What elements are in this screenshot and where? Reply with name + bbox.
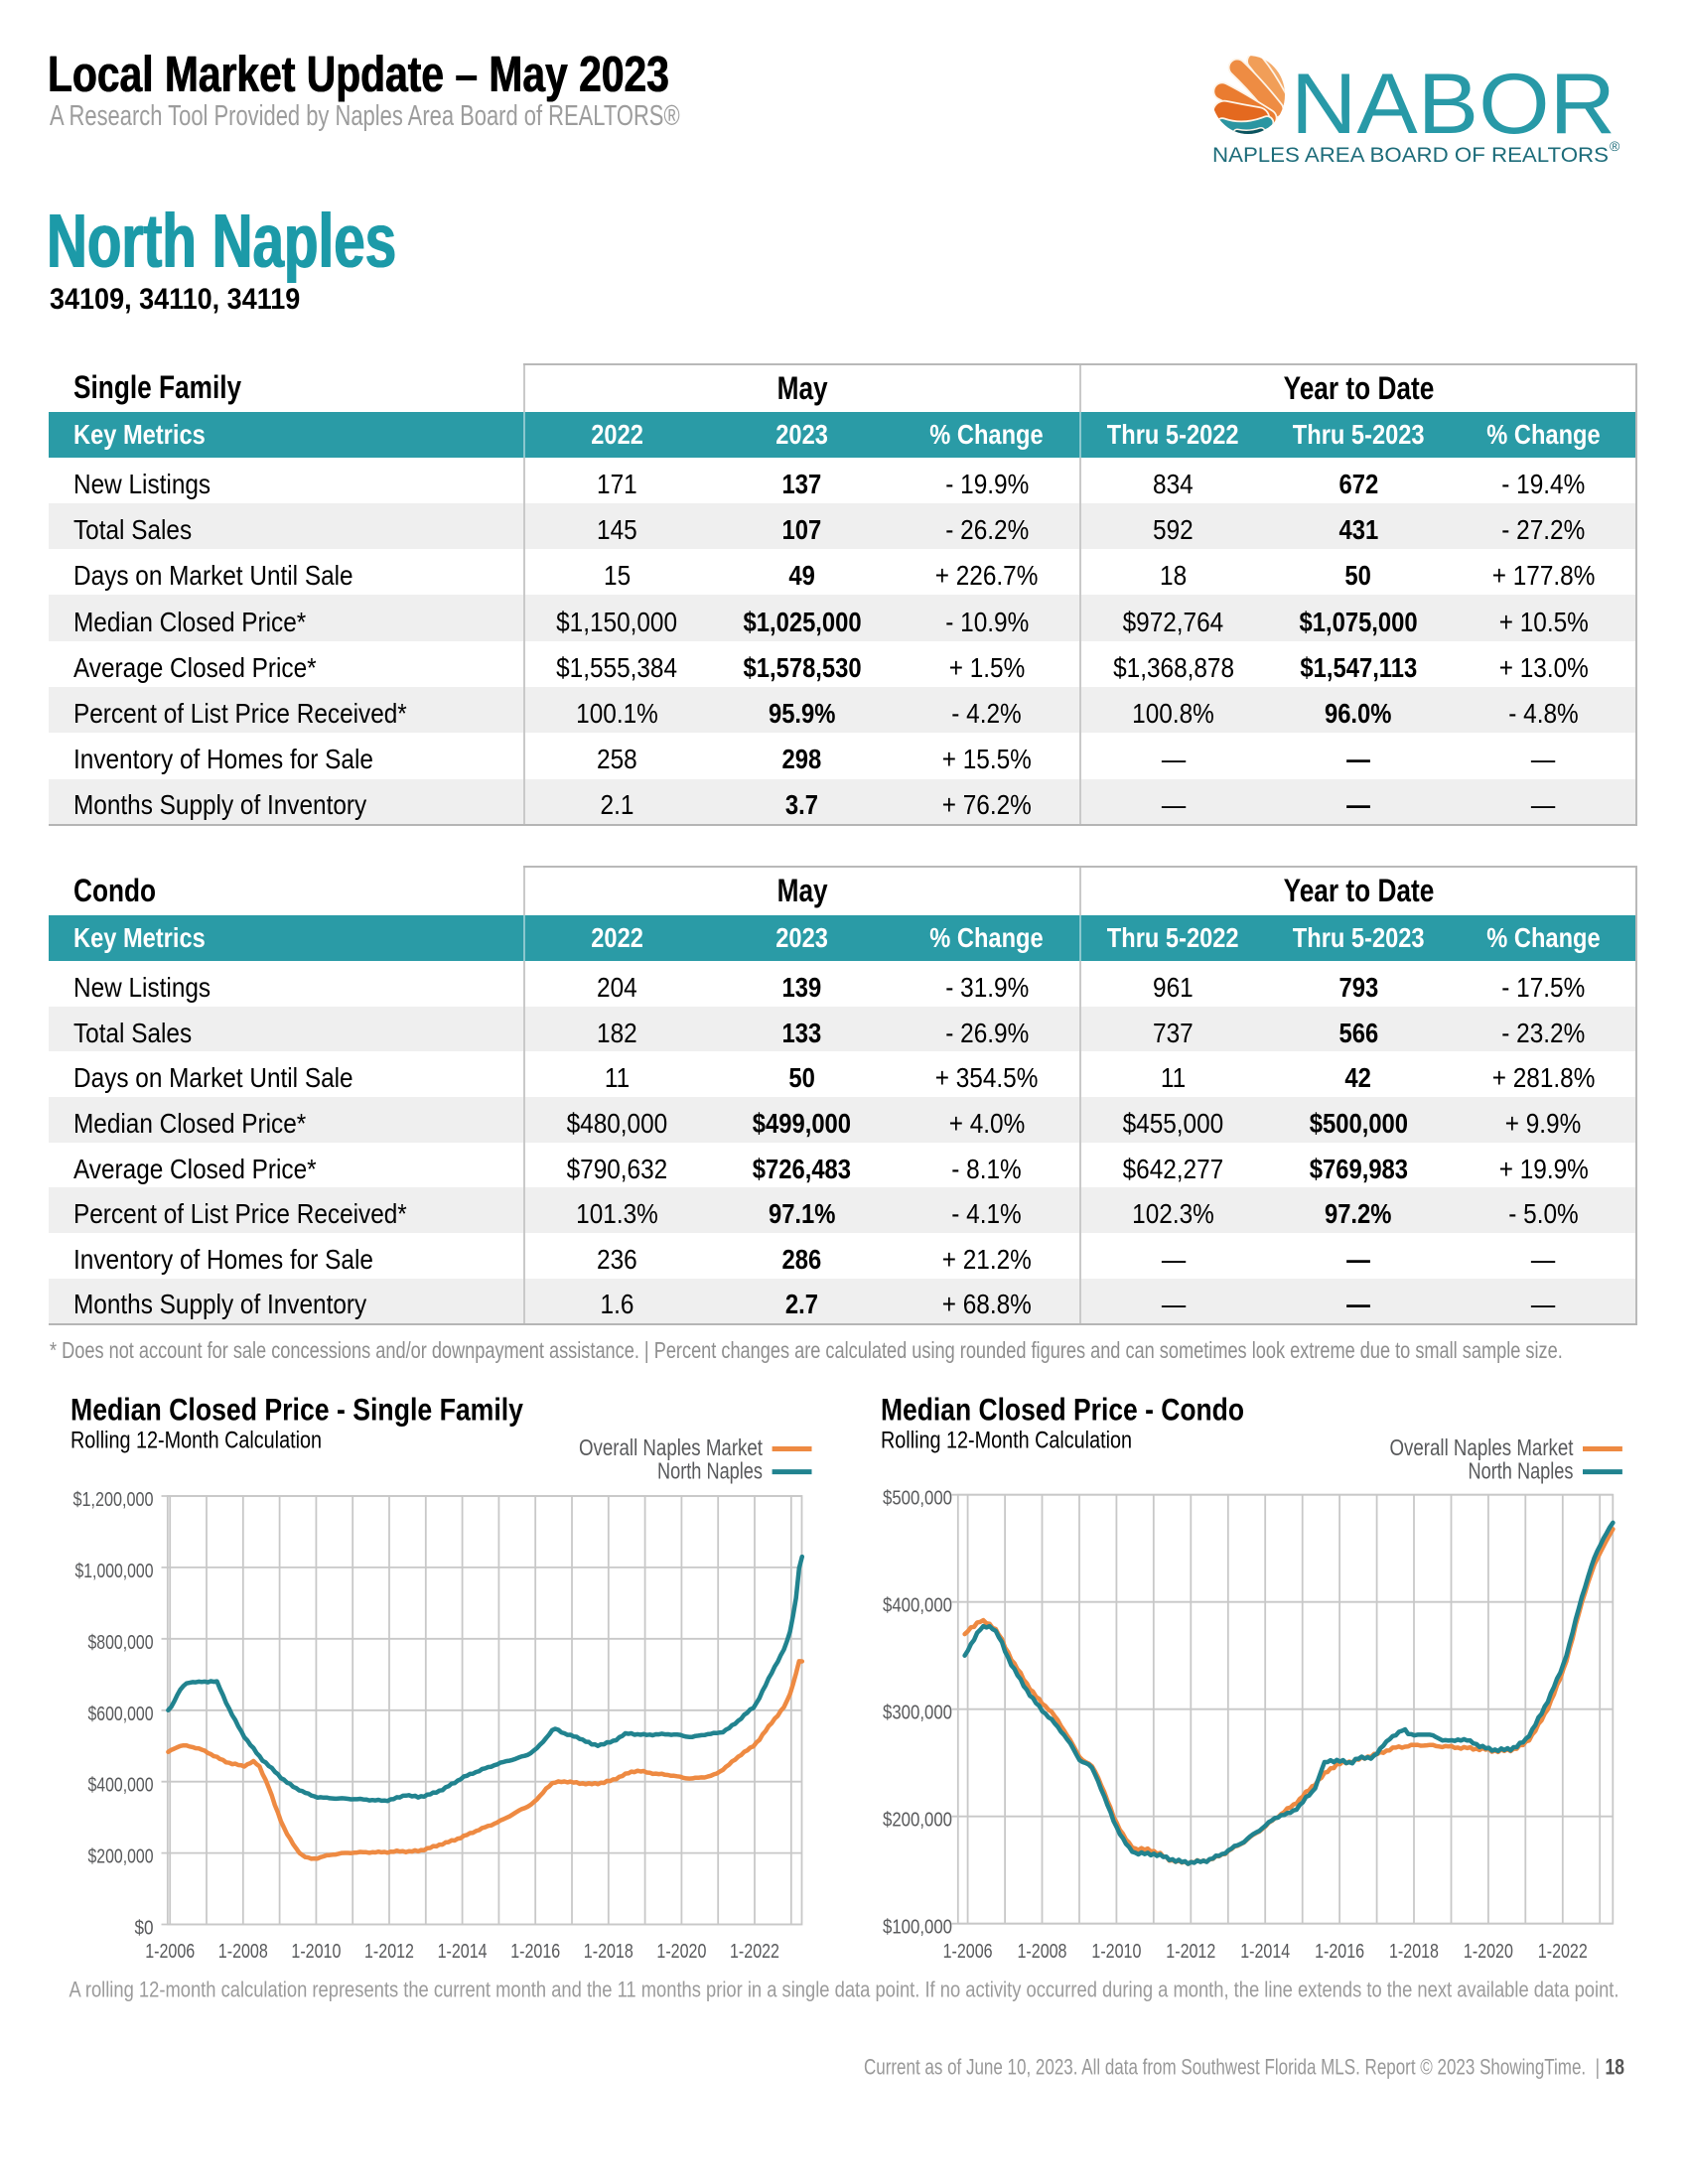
svg-text:Overall Naples Market: Overall Naples Market bbox=[579, 1434, 763, 1460]
svg-text:Current as of June 10, 2023. A: Current as of June 10, 2023. All data fr… bbox=[864, 2055, 1600, 2080]
svg-text:1-2006: 1-2006 bbox=[145, 1940, 195, 1963]
svg-text:1-2014: 1-2014 bbox=[438, 1940, 488, 1963]
svg-text:1-2012: 1-2012 bbox=[364, 1940, 414, 1963]
svg-text:1-2016: 1-2016 bbox=[510, 1940, 560, 1963]
svg-text:$200,000: $200,000 bbox=[883, 1809, 952, 1832]
svg-text:$500,000: $500,000 bbox=[883, 1487, 952, 1510]
svg-text:$800,000: $800,000 bbox=[88, 1631, 154, 1654]
svg-text:1-2016: 1-2016 bbox=[1315, 1940, 1364, 1963]
svg-text:$1,200,000: $1,200,000 bbox=[73, 1488, 154, 1511]
svg-text:$0: $0 bbox=[135, 1917, 154, 1940]
svg-text:$300,000: $300,000 bbox=[883, 1702, 952, 1724]
svg-text:1-2012: 1-2012 bbox=[1166, 1940, 1215, 1963]
svg-text:1-2020: 1-2020 bbox=[656, 1940, 706, 1963]
svg-text:A rolling 12-month calculation: A rolling 12-month calculation represent… bbox=[70, 1978, 1619, 2002]
svg-text:Median Closed Price - Single F: Median Closed Price - Single Family bbox=[70, 1392, 523, 1428]
svg-text:Overall Naples Market: Overall Naples Market bbox=[1390, 1434, 1574, 1460]
svg-text:®: ® bbox=[1610, 138, 1620, 154]
svg-text:1-2022: 1-2022 bbox=[1538, 1940, 1588, 1963]
svg-text:North Naples: North Naples bbox=[1469, 1458, 1574, 1484]
svg-text:1-2022: 1-2022 bbox=[730, 1940, 779, 1963]
svg-text:1-2018: 1-2018 bbox=[1389, 1940, 1439, 1963]
svg-text:Median Closed Price - Condo: Median Closed Price - Condo bbox=[881, 1392, 1244, 1428]
svg-text:North Naples: North Naples bbox=[657, 1458, 763, 1484]
svg-text:1-2014: 1-2014 bbox=[1240, 1940, 1290, 1963]
svg-text:$100,000: $100,000 bbox=[883, 1916, 952, 1939]
svg-text:Rolling 12-Month Calculation: Rolling 12-Month Calculation bbox=[881, 1428, 1132, 1454]
svg-text:1-2006: 1-2006 bbox=[943, 1940, 993, 1963]
svg-text:1-2020: 1-2020 bbox=[1464, 1940, 1513, 1963]
svg-text:$600,000: $600,000 bbox=[88, 1703, 154, 1725]
svg-text:$1,000,000: $1,000,000 bbox=[75, 1560, 154, 1582]
svg-text:1-2018: 1-2018 bbox=[584, 1940, 633, 1963]
svg-text:1-2010: 1-2010 bbox=[291, 1940, 341, 1963]
svg-text:$200,000: $200,000 bbox=[88, 1845, 154, 1868]
svg-text:Rolling 12-Month Calculation: Rolling 12-Month Calculation bbox=[70, 1428, 322, 1454]
svg-text:$400,000: $400,000 bbox=[883, 1594, 952, 1617]
svg-text:1-2010: 1-2010 bbox=[1091, 1940, 1141, 1963]
svg-text:NABOR: NABOR bbox=[1291, 57, 1616, 152]
svg-text:1-2008: 1-2008 bbox=[218, 1940, 268, 1963]
svg-text:18: 18 bbox=[1606, 2055, 1625, 2080]
svg-text:1-2008: 1-2008 bbox=[1018, 1940, 1067, 1963]
svg-text:NAPLES AREA BOARD OF REALTORS: NAPLES AREA BOARD OF REALTORS bbox=[1212, 143, 1609, 167]
svg-text:$400,000: $400,000 bbox=[88, 1774, 154, 1797]
